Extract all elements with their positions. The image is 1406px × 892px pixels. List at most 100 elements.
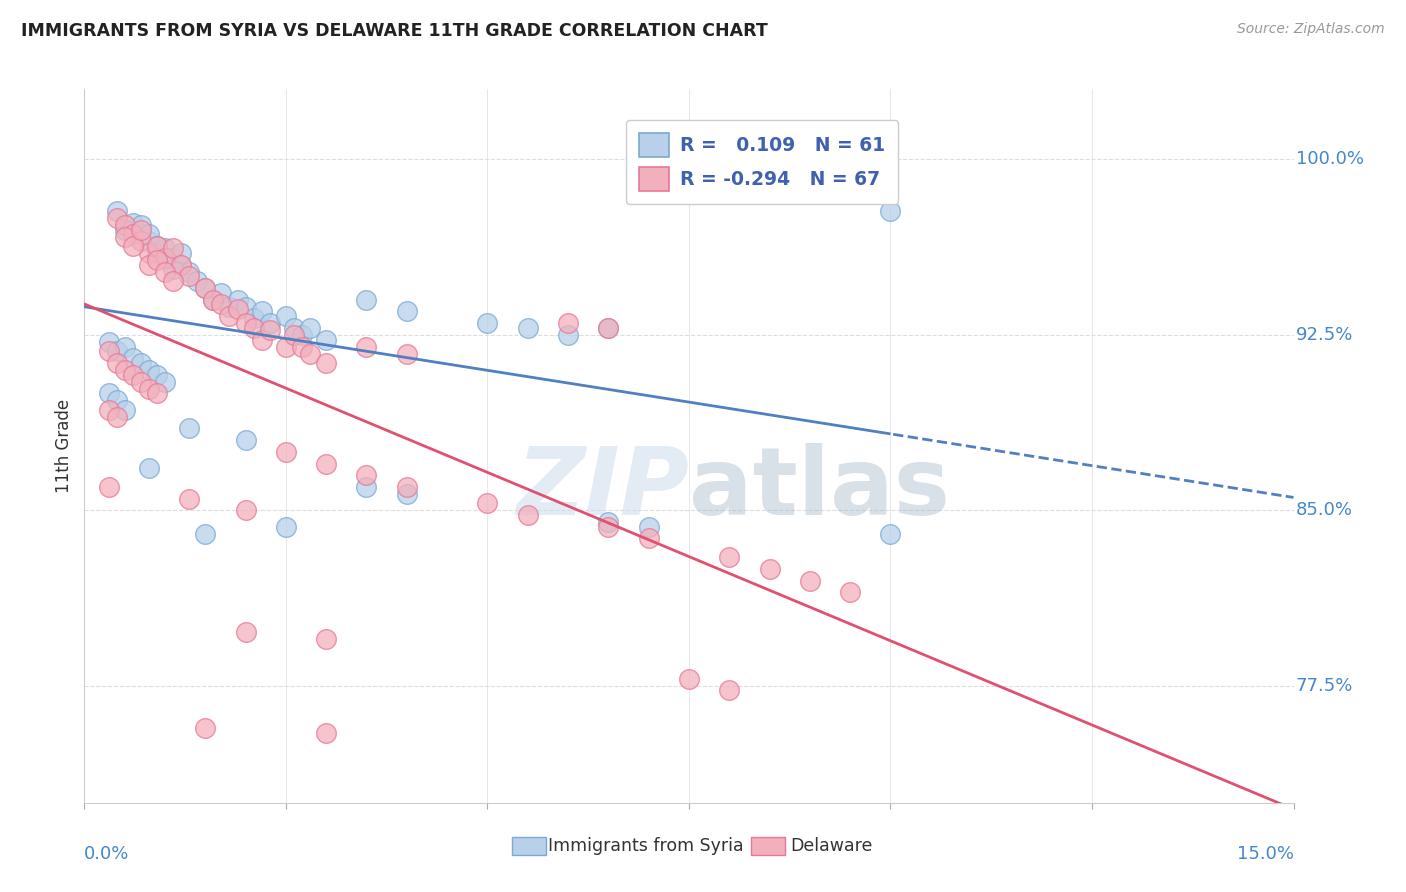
Text: 85.0%: 85.0% <box>1296 501 1353 519</box>
Point <box>97 402 120 417</box>
Point <box>105 344 128 359</box>
Point <box>259 323 281 337</box>
Point <box>315 632 337 646</box>
Point <box>598 519 620 533</box>
Point <box>153 251 176 265</box>
Point <box>356 340 378 354</box>
Point <box>758 562 780 576</box>
Point <box>218 300 240 314</box>
Point <box>291 327 314 342</box>
Point <box>129 218 152 232</box>
Text: IMMIGRANTS FROM SYRIA VS DELAWARE 11TH GRADE CORRELATION CHART: IMMIGRANTS FROM SYRIA VS DELAWARE 11TH G… <box>21 22 768 40</box>
Point <box>516 508 538 522</box>
Point <box>129 222 152 236</box>
Point <box>218 309 240 323</box>
Point <box>170 258 193 272</box>
Point <box>235 300 257 314</box>
Point <box>146 252 169 267</box>
Point <box>395 304 418 318</box>
Point <box>291 340 314 354</box>
Point <box>138 258 160 272</box>
Point <box>138 234 160 248</box>
Point <box>557 327 579 342</box>
Point <box>799 574 821 588</box>
Point <box>637 532 659 546</box>
Point <box>242 321 264 335</box>
Text: atlas: atlas <box>689 442 950 535</box>
Point <box>315 457 337 471</box>
Point <box>170 258 193 272</box>
Point <box>194 721 217 735</box>
Point <box>121 239 143 253</box>
Point <box>114 363 136 377</box>
Point <box>209 297 232 311</box>
Point <box>138 382 160 396</box>
Point <box>274 519 297 533</box>
Point <box>105 356 128 370</box>
Point <box>179 265 201 279</box>
Text: 92.5%: 92.5% <box>1296 326 1354 343</box>
Point <box>299 346 322 360</box>
Point <box>114 222 136 236</box>
Point <box>356 468 378 483</box>
Point <box>146 246 169 260</box>
Point <box>356 293 378 307</box>
Point <box>105 203 128 218</box>
Point <box>121 216 143 230</box>
Point <box>315 356 337 370</box>
Point <box>121 368 143 382</box>
Point <box>162 241 184 255</box>
Point <box>162 262 184 277</box>
Point <box>557 316 579 330</box>
Point <box>114 218 136 232</box>
Point <box>114 340 136 354</box>
Point <box>162 274 184 288</box>
Point <box>226 293 249 307</box>
Point <box>516 321 538 335</box>
Point <box>121 227 143 242</box>
Point <box>146 239 169 253</box>
Point <box>718 550 741 565</box>
Point <box>598 321 620 335</box>
Point <box>242 311 264 326</box>
Point <box>105 409 128 424</box>
Point <box>194 281 217 295</box>
Point <box>637 519 659 533</box>
Point <box>879 203 901 218</box>
Point <box>153 265 176 279</box>
Text: 15.0%: 15.0% <box>1236 845 1294 863</box>
Point <box>259 316 281 330</box>
Point <box>97 480 120 494</box>
Point <box>209 285 232 300</box>
Point <box>138 363 160 377</box>
Point <box>179 269 201 284</box>
Point <box>114 229 136 244</box>
Point <box>718 683 741 698</box>
Point <box>274 445 297 459</box>
Point <box>274 340 297 354</box>
Point <box>186 274 208 288</box>
Point <box>250 304 273 318</box>
Point <box>477 316 499 330</box>
Point <box>299 321 322 335</box>
Point <box>202 293 225 307</box>
Point <box>477 496 499 510</box>
Point <box>202 293 225 307</box>
Point <box>114 402 136 417</box>
Point <box>170 246 193 260</box>
Point <box>395 487 418 501</box>
Point <box>129 227 152 242</box>
Point <box>235 433 257 447</box>
Point <box>235 625 257 640</box>
Point <box>598 321 620 335</box>
Point <box>235 316 257 330</box>
Point <box>226 302 249 317</box>
Point <box>97 334 120 349</box>
Point <box>395 480 418 494</box>
Point <box>315 725 337 739</box>
Point <box>395 346 418 360</box>
Point <box>283 321 305 335</box>
Point <box>283 327 305 342</box>
Point <box>146 386 169 401</box>
Point <box>146 368 169 382</box>
